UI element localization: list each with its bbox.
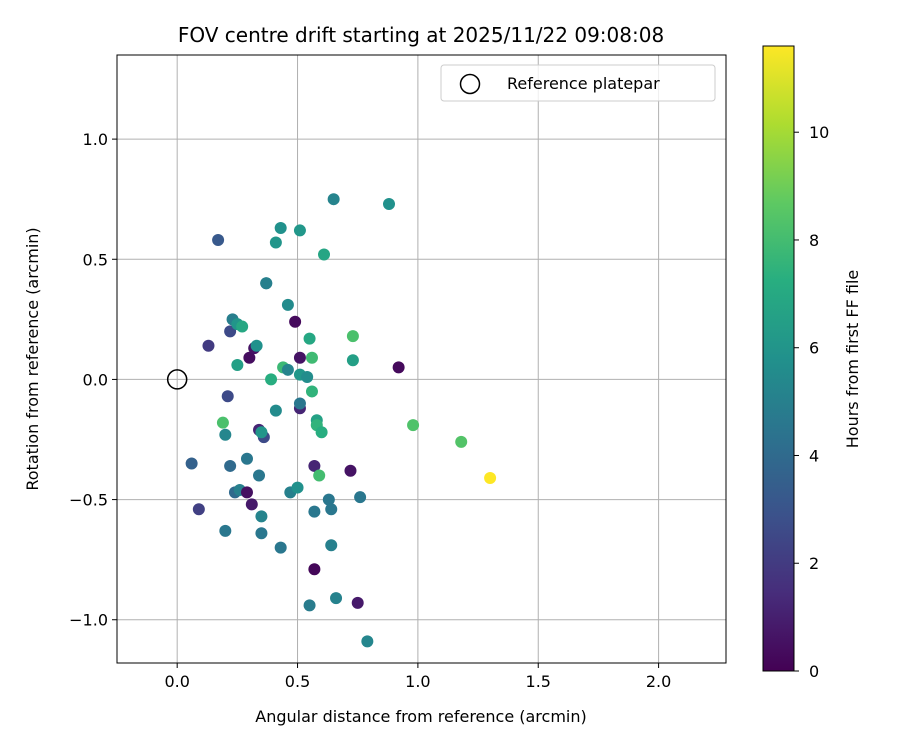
data-point: [315, 426, 328, 439]
data-point: [274, 222, 287, 235]
data-point: [322, 493, 335, 506]
data-point: [484, 471, 497, 484]
data-point: [255, 510, 268, 523]
data-point: [289, 315, 302, 328]
data-point: [392, 361, 405, 374]
legend-label: Reference platepar: [507, 74, 660, 93]
reference-marker-layer: [166, 369, 188, 390]
reference-platepar-marker: [166, 369, 188, 390]
colorbar-tick-label: 8: [809, 231, 819, 250]
data-point: [250, 339, 263, 352]
y-tick-label: −0.5: [69, 491, 108, 510]
data-point: [325, 503, 338, 516]
data-point: [260, 277, 273, 290]
data-point: [346, 354, 359, 367]
data-point: [383, 197, 396, 210]
x-tick-label: 0.0: [164, 672, 189, 691]
data-point: [293, 397, 306, 410]
data-point: [219, 524, 232, 537]
data-point: [245, 498, 258, 511]
data-point: [265, 373, 278, 386]
data-point: [221, 390, 234, 403]
data-point: [281, 298, 294, 311]
colorbar-tick-label: 10: [809, 123, 829, 142]
data-point: [274, 541, 287, 554]
plot-area: 0.0 0.5 1.0 1.5 2.0 −1.0 −0.5 0.0 0.5 1.0: [69, 54, 727, 691]
data-point: [216, 416, 229, 429]
data-point: [351, 596, 364, 609]
data-point: [291, 481, 304, 494]
data-point: [354, 491, 367, 504]
colorbar: 0 2 4 6 8 10 Hours from first FF file: [762, 45, 862, 681]
data-point: [455, 435, 468, 448]
plot-frame: [116, 54, 727, 664]
data-point: [293, 224, 306, 237]
data-point: [318, 248, 331, 261]
chart-title: FOV centre drift starting at 2025/11/22 …: [178, 23, 664, 47]
data-point: [308, 505, 321, 518]
data-point: [313, 469, 326, 482]
data-point: [255, 426, 268, 439]
data-point: [185, 457, 198, 470]
data-point: [253, 469, 266, 482]
data-point: [303, 599, 316, 612]
colorbar-tick-label: 4: [809, 446, 819, 465]
data-point: [224, 459, 237, 472]
x-tick-label: 0.5: [285, 672, 310, 691]
data-point: [269, 236, 282, 249]
data-points: [185, 193, 497, 648]
data-point: [330, 592, 343, 605]
data-point: [231, 359, 244, 372]
data-point: [192, 503, 205, 516]
x-tick-label: 1.5: [526, 672, 551, 691]
y-tick-label: 1.0: [83, 130, 108, 149]
x-axis-ticks: 0.0 0.5 1.0 1.5 2.0: [164, 663, 671, 691]
data-point: [327, 193, 340, 206]
plot-background: [117, 55, 726, 663]
legend-reference-marker: [459, 73, 481, 95]
data-point: [303, 332, 316, 345]
colorbar-tick-label: 6: [809, 339, 819, 358]
x-axis-label: Angular distance from reference (arcmin): [255, 707, 586, 726]
x-tick-label: 1.0: [405, 672, 430, 691]
x-tick-label: 2.0: [646, 672, 671, 691]
data-point: [293, 351, 306, 364]
colorbar-ticks: 0 2 4 6 8 10: [794, 123, 829, 681]
colorbar-tick-label: 0: [809, 662, 819, 681]
y-axis-ticks: −1.0 −0.5 0.0 0.5 1.0: [69, 130, 117, 630]
y-tick-label: −1.0: [69, 611, 108, 630]
y-tick-label: 0.5: [83, 250, 108, 269]
colorbar-tick-label: 2: [809, 554, 819, 573]
data-point: [308, 459, 321, 472]
data-point: [255, 527, 268, 540]
data-point: [219, 428, 232, 441]
data-point: [212, 234, 225, 247]
data-point: [243, 351, 256, 364]
data-point: [281, 363, 294, 376]
legend: Reference platepar: [440, 64, 716, 102]
data-point: [407, 419, 420, 432]
data-point: [361, 635, 374, 648]
legend-box: [440, 64, 716, 102]
data-point: [236, 320, 249, 333]
colorbar-gradient: [762, 45, 795, 672]
data-point: [305, 351, 318, 364]
y-tick-label: 0.0: [83, 370, 108, 389]
data-point: [240, 486, 253, 499]
data-point: [346, 330, 359, 343]
data-point: [305, 385, 318, 398]
y-axis-label: Rotation from reference (arcmin): [23, 227, 42, 490]
grid-lines: [117, 55, 726, 663]
colorbar-label: Hours from first FF file: [843, 270, 862, 449]
data-point: [301, 371, 314, 384]
data-point: [269, 404, 282, 417]
data-point: [344, 464, 357, 477]
data-point: [325, 539, 338, 552]
data-point: [308, 563, 321, 576]
data-point: [240, 452, 253, 465]
data-point: [202, 339, 215, 352]
